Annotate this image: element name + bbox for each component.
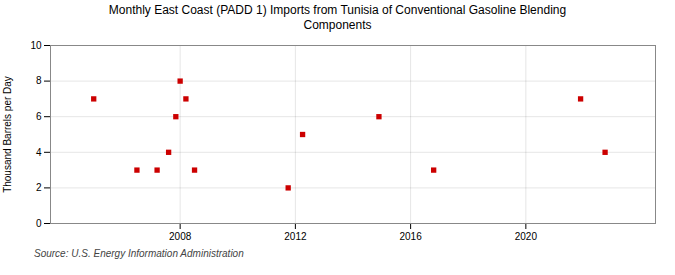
svg-text:2: 2 xyxy=(36,182,42,193)
svg-text:2008: 2008 xyxy=(169,231,192,242)
html-text:Monthly East Coast (PADD 1) Im: Monthly East Coast (PADD 1) Imports from… xyxy=(108,3,567,32)
svg-text:4: 4 xyxy=(36,147,42,158)
svg-text:6: 6 xyxy=(36,111,42,122)
svg-text:2016: 2016 xyxy=(399,231,422,242)
svg-text:2012: 2012 xyxy=(284,231,307,242)
svg-text:Thousand Barrels per Day: Thousand Barrels per Day xyxy=(2,76,13,193)
svg-text:10: 10 xyxy=(30,40,42,51)
svg-text:8: 8 xyxy=(36,75,42,86)
html-text:Source: U.S. Energy Informatio: Source: U.S. Energy Information Administ… xyxy=(34,248,244,259)
svg-text:0: 0 xyxy=(36,218,42,229)
svg-text:2020: 2020 xyxy=(515,231,538,242)
